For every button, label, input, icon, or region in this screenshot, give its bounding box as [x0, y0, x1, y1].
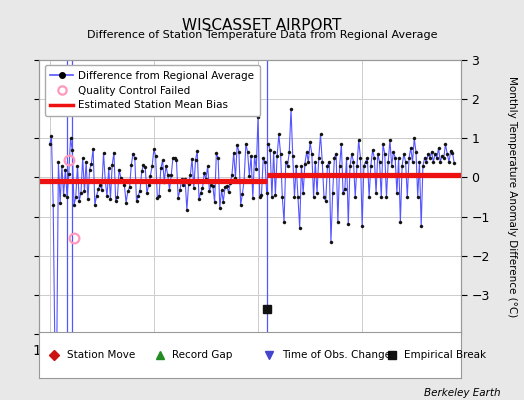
Text: Difference of Station Temperature Data from Regional Average: Difference of Station Temperature Data f…	[87, 30, 437, 40]
Text: Record Gap: Record Gap	[172, 350, 233, 360]
Y-axis label: Monthly Temperature Anomaly Difference (°C): Monthly Temperature Anomaly Difference (…	[507, 76, 517, 318]
Text: Berkeley Earth: Berkeley Earth	[424, 388, 500, 398]
Text: Empirical Break: Empirical Break	[404, 350, 486, 360]
Legend: Difference from Regional Average, Quality Control Failed, Estimated Station Mean: Difference from Regional Average, Qualit…	[45, 65, 260, 116]
Text: Time of Obs. Change: Time of Obs. Change	[282, 350, 391, 360]
Text: WISCASSET AIRPORT: WISCASSET AIRPORT	[182, 18, 342, 33]
Text: Station Move: Station Move	[67, 350, 135, 360]
